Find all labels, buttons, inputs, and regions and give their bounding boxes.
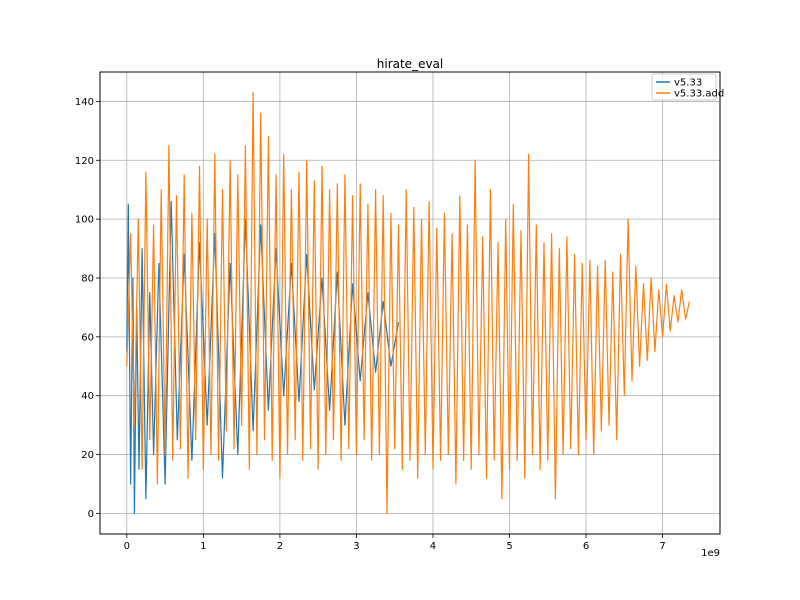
x-tick-label: 3 (353, 541, 359, 552)
series-line-1 (126, 91, 690, 515)
y-tick-label: 60 (81, 332, 94, 343)
x-tick-label: 7 (659, 541, 665, 552)
y-tick-label: 40 (81, 391, 94, 402)
x-tick-label: 2 (277, 541, 283, 552)
y-tick-label: 100 (75, 215, 94, 226)
x-tick-label: 1 (200, 541, 206, 552)
x-axis-offset-label: 1e9 (701, 548, 720, 559)
y-tick-label: 0 (88, 509, 94, 520)
x-tick-label: 6 (583, 541, 589, 552)
x-tick-label: 0 (124, 541, 130, 552)
series-layer (126, 91, 690, 515)
series-line-0 (126, 200, 400, 515)
y-axis: 0 20 40 60 80 100 120 140 (75, 97, 100, 520)
y-tick-label: 120 (75, 156, 94, 167)
x-tick-label: 4 (430, 541, 436, 552)
chart-title: hirate_eval (377, 57, 444, 71)
legend-label: v5.33.add (674, 89, 724, 100)
legend-label: v5.33 (674, 78, 702, 89)
plot-frame (99, 71, 721, 535)
y-tick-label: 80 (81, 273, 94, 284)
x-tick-label: 5 (506, 541, 512, 552)
y-tick-label: 140 (75, 97, 94, 108)
x-axis: 0 1 2 3 4 5 6 7 (124, 534, 666, 552)
y-tick-label: 20 (81, 450, 94, 461)
